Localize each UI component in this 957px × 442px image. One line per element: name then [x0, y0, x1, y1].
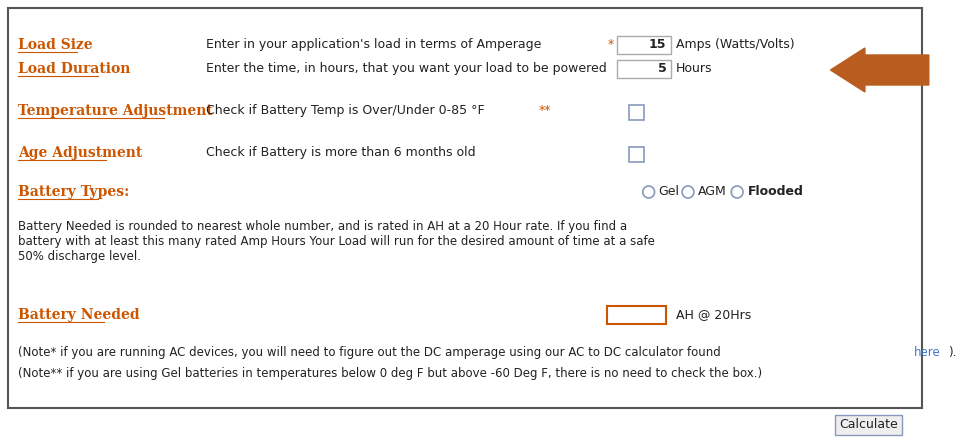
Text: Check if Battery Temp is Over/Under 0-85 °F: Check if Battery Temp is Over/Under 0-85…: [207, 104, 489, 117]
Text: Age Adjustment: Age Adjustment: [17, 146, 142, 160]
Text: Load Duration: Load Duration: [17, 62, 130, 76]
FancyBboxPatch shape: [608, 306, 666, 324]
Text: **: **: [539, 104, 551, 117]
FancyBboxPatch shape: [629, 147, 644, 162]
Text: AGM: AGM: [698, 185, 726, 198]
Text: Check if Battery is more than 6 months old: Check if Battery is more than 6 months o…: [207, 146, 476, 159]
Text: Load Size: Load Size: [17, 38, 92, 52]
Text: Gel: Gel: [658, 185, 679, 198]
Text: Temperature Adjustment: Temperature Adjustment: [17, 104, 212, 118]
Text: ).: ).: [947, 346, 956, 359]
FancyBboxPatch shape: [629, 105, 644, 120]
FancyBboxPatch shape: [617, 60, 671, 78]
Text: Battery Needed is rounded to nearest whole number, and is rated in AH at a 20 Ho: Battery Needed is rounded to nearest who…: [17, 220, 655, 263]
Text: Battery Types:: Battery Types:: [17, 185, 129, 199]
Text: 5: 5: [657, 62, 666, 76]
FancyBboxPatch shape: [8, 8, 922, 408]
Text: Enter the time, in hours, that you want your load to be powered: Enter the time, in hours, that you want …: [207, 62, 607, 75]
Text: Amps (Watts/Volts): Amps (Watts/Volts): [677, 38, 795, 51]
Text: 15: 15: [649, 38, 666, 52]
Text: Flooded: Flooded: [748, 185, 804, 198]
Text: Calculate: Calculate: [839, 419, 899, 431]
Text: *: *: [608, 38, 613, 51]
Text: (Note* if you are running AC devices, you will need to figure out the DC amperag: (Note* if you are running AC devices, yo…: [17, 346, 724, 359]
Text: Battery Needed: Battery Needed: [17, 308, 140, 322]
Text: Enter in your application's load in terms of Amperage: Enter in your application's load in term…: [207, 38, 545, 51]
Text: (Note** if you are using Gel batteries in temperatures below 0 deg F but above -: (Note** if you are using Gel batteries i…: [17, 367, 762, 380]
Text: AH @ 20Hrs: AH @ 20Hrs: [677, 308, 751, 321]
Circle shape: [682, 186, 694, 198]
Text: Hours: Hours: [677, 62, 713, 75]
Text: here: here: [914, 346, 941, 359]
Circle shape: [643, 186, 655, 198]
FancyArrow shape: [831, 48, 929, 92]
FancyBboxPatch shape: [617, 36, 671, 54]
FancyBboxPatch shape: [835, 415, 902, 435]
Circle shape: [731, 186, 743, 198]
